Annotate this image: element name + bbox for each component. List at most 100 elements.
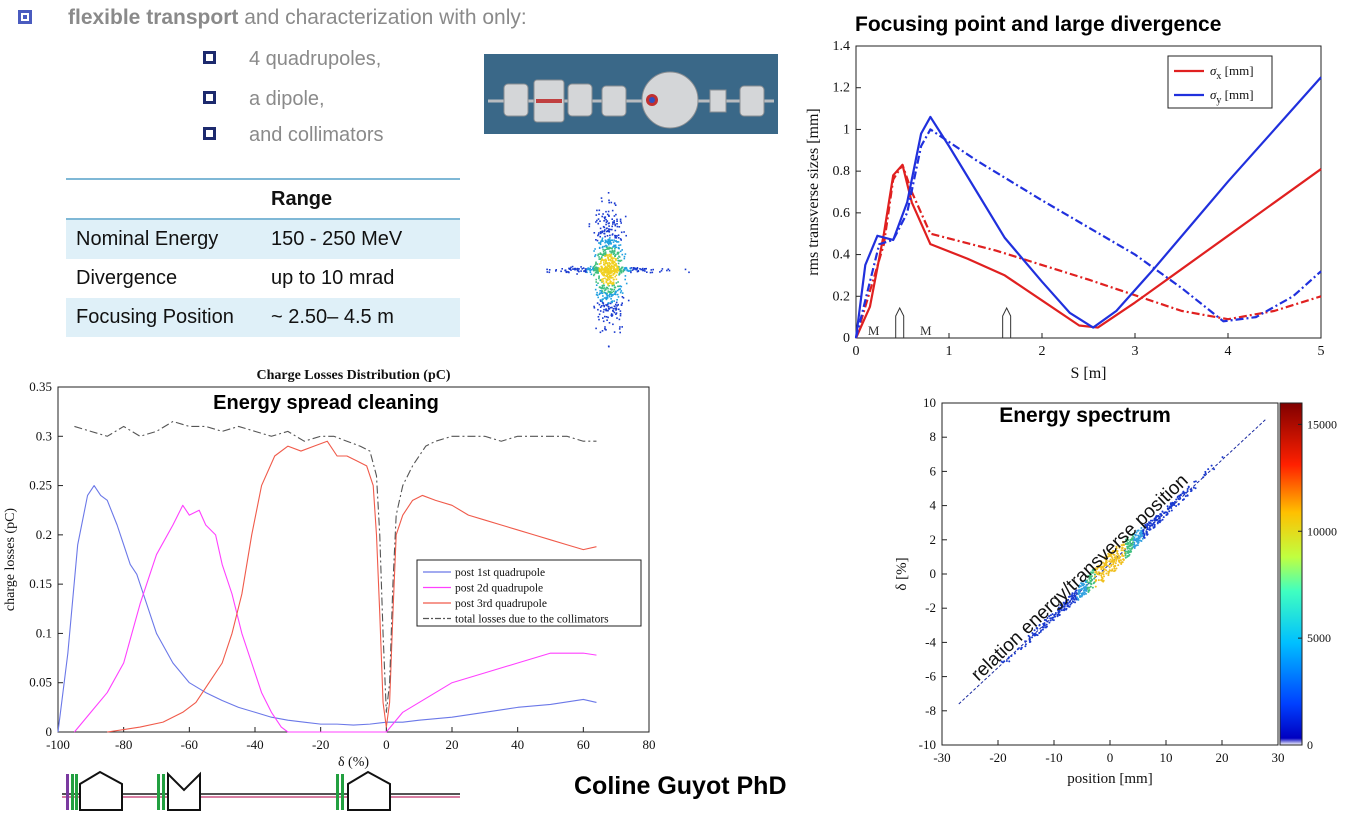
beamline-photo bbox=[484, 54, 778, 134]
series-line bbox=[854, 76, 1322, 339]
y-tick-label: 0.2 bbox=[833, 289, 851, 304]
series-line bbox=[74, 420, 597, 713]
x-tick-label: -30 bbox=[933, 750, 950, 765]
series-line bbox=[854, 163, 1322, 339]
charge-losses-chart: Charge Losses Distribution (pC) -100 -80 -6… bbox=[3, 368, 656, 770]
y-tick-label: 8 bbox=[930, 429, 937, 444]
x-tick-label: -40 bbox=[246, 737, 263, 752]
legend-box bbox=[1167, 55, 1273, 109]
x-tick-label: 5 bbox=[1318, 344, 1325, 359]
row-value: ~ 2.50– 4.5 m bbox=[271, 298, 460, 337]
x-tick-label: -100 bbox=[46, 737, 70, 752]
x-tick-label: 80 bbox=[643, 737, 656, 752]
y-tick-label: 0.6 bbox=[833, 206, 851, 221]
square-bullet-icon bbox=[203, 91, 216, 105]
y-tick-label: 0.15 bbox=[29, 576, 52, 591]
y-tick-label: 2 bbox=[930, 532, 937, 547]
energy-spectrum-chart: -30 -20 -10 0 10 20 30-10-8-6-4-20246810positi… bbox=[894, 395, 1337, 787]
legend-box bbox=[416, 559, 642, 627]
colorbar-tick-label: 0 bbox=[1307, 738, 1313, 752]
legend-entry: post 3rd quadrupole bbox=[455, 598, 547, 610]
plot-frame bbox=[855, 45, 1322, 339]
y-tick-label: 6 bbox=[930, 463, 937, 478]
bullet-square-icon bbox=[18, 10, 32, 24]
x-axis-label: position [mm] bbox=[1067, 771, 1152, 787]
x-tick-label: 60 bbox=[577, 737, 590, 752]
y-tick-label: 0.05 bbox=[29, 675, 52, 690]
y-tick-label: 1.2 bbox=[833, 81, 851, 96]
y-tick-label: -8 bbox=[925, 703, 936, 718]
x-tick-label: 30 bbox=[1272, 750, 1285, 765]
x-tick-label: 1 bbox=[946, 344, 953, 359]
chart2-subtitle: Energy spread cleaning bbox=[213, 392, 439, 414]
row-value: up to 10 mrad bbox=[271, 267, 395, 289]
quadrupole-marker bbox=[895, 306, 905, 338]
x-tick-label: 0 bbox=[1107, 750, 1114, 765]
row-label: Focusing Position bbox=[66, 298, 271, 337]
author-credit: Coline Guyot PhD bbox=[574, 772, 787, 800]
x-tick-label: 20 bbox=[446, 737, 459, 752]
y-tick-label: 0 bbox=[843, 331, 850, 346]
legend-entry: post 1st quadrupole bbox=[455, 567, 545, 579]
series-line bbox=[73, 504, 597, 733]
chart1-title: Focusing point and large divergence bbox=[855, 13, 1222, 36]
y-axis-label: δ [%] bbox=[894, 557, 910, 590]
y-tick-label: 0.35 bbox=[29, 379, 52, 394]
intro-text: flexible transport and characterization … bbox=[68, 6, 527, 29]
x-axis-label: S [m] bbox=[1071, 365, 1107, 382]
bullet-item: and collimators bbox=[203, 124, 384, 147]
x-axis-label: δ (%) bbox=[338, 755, 369, 770]
quadrupole-marker bbox=[1002, 306, 1012, 338]
y-axis-label: rms transverse sizes [mm] bbox=[805, 108, 822, 276]
x-tick-label: 20 bbox=[1216, 750, 1229, 765]
lattice-label: M bbox=[868, 323, 880, 338]
chart3-annotation: relation energy/transverse position bbox=[967, 470, 1192, 685]
y-tick-label: 4 bbox=[930, 498, 937, 513]
bullet-item: 4 quadrupoles, bbox=[203, 48, 381, 71]
x-tick-label: 3 bbox=[1132, 344, 1139, 359]
series-line bbox=[854, 163, 1322, 339]
x-tick-label: 10 bbox=[1160, 750, 1173, 765]
y-tick-label: 10 bbox=[923, 395, 936, 410]
density-band bbox=[1000, 456, 1224, 664]
lattice-diagram bbox=[62, 770, 460, 811]
y-axis-label: charge losses (pC) bbox=[3, 508, 18, 611]
y-tick-label: 0.2 bbox=[36, 527, 52, 542]
y-tick-label: 0.8 bbox=[833, 164, 851, 179]
y-tick-label: -4 bbox=[925, 634, 936, 649]
square-bullet-icon bbox=[203, 127, 216, 141]
focusing-chart: 0 1 2 3 4 5 0 0.2 0.4 0.6 0.8 1 1.2 1.4 S [m] rms trans… bbox=[805, 39, 1325, 382]
x-tick-label: 0 bbox=[853, 344, 860, 359]
colorbar-tick-label: 5000 bbox=[1307, 631, 1331, 645]
y-tick-label: -6 bbox=[925, 669, 936, 684]
row-label: Divergence bbox=[76, 267, 178, 289]
x-tick-label: -80 bbox=[115, 737, 132, 752]
y-tick-label: 1.4 bbox=[833, 39, 851, 54]
square-bullet-icon bbox=[203, 51, 216, 65]
chart3-title: Energy spectrum bbox=[999, 404, 1171, 427]
bullet-item: a dipole, bbox=[203, 88, 325, 111]
x-tick-label: -60 bbox=[181, 737, 198, 752]
series-line bbox=[854, 128, 1322, 339]
chart2-title: Charge Losses Distribution (pC) bbox=[256, 368, 450, 383]
y-tick-label: 0.1 bbox=[36, 625, 52, 640]
x-tick-label: 4 bbox=[1225, 344, 1232, 359]
colorbar-tick-label: 10000 bbox=[1307, 524, 1337, 538]
x-tick-label: -20 bbox=[989, 750, 1006, 765]
legend-entry: total losses due to the collimators bbox=[455, 614, 609, 626]
series-line bbox=[107, 440, 597, 733]
y-tick-label: 0.25 bbox=[29, 478, 52, 493]
x-tick-label: 40 bbox=[511, 737, 524, 752]
row-label: Nominal Energy bbox=[66, 219, 271, 259]
row-value: 150 - 250 MeV bbox=[271, 219, 460, 259]
x-tick-label: -20 bbox=[312, 737, 329, 752]
legend-entry: σx [mm] bbox=[1210, 63, 1254, 82]
colorbar-tick-label: 15000 bbox=[1307, 417, 1337, 431]
lattice-label: M bbox=[920, 323, 932, 338]
y-tick-label: -2 bbox=[925, 600, 936, 615]
series-line bbox=[57, 485, 597, 733]
range-header: Range bbox=[271, 178, 460, 220]
legend-entry: σy [mm] bbox=[1210, 87, 1254, 106]
y-tick-label: 0.4 bbox=[833, 248, 851, 263]
beam-spot-image bbox=[546, 192, 690, 348]
